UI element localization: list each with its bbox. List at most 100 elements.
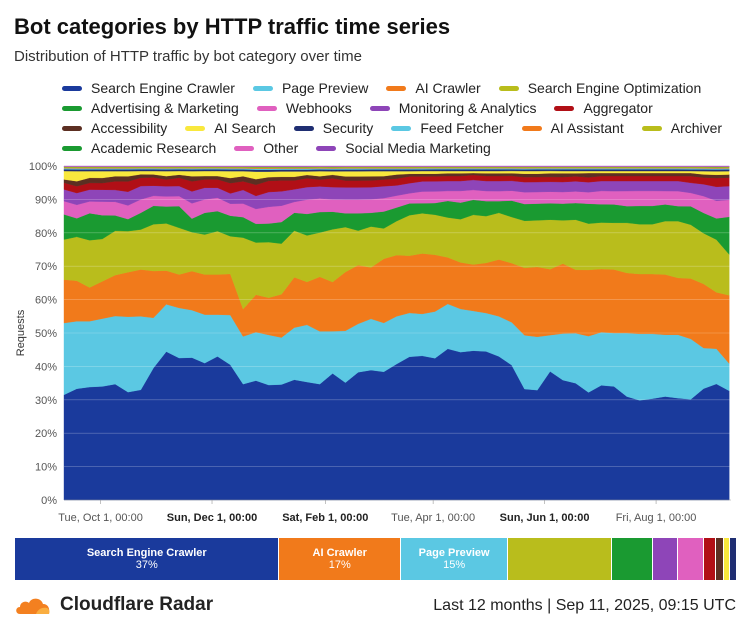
legend-label: Aggregator bbox=[583, 100, 653, 116]
share-segment[interactable] bbox=[652, 538, 679, 580]
y-tick-label: 90% bbox=[35, 194, 57, 206]
legend-swatch bbox=[62, 145, 82, 151]
share-segment-ai-crawler[interactable]: AI Crawler 17% bbox=[279, 538, 401, 580]
chart-subtitle: Distribution of HTTP traffic by bot cate… bbox=[14, 48, 362, 65]
legend-swatch bbox=[386, 85, 407, 91]
legend-item-aggregator[interactable]: Aggregator bbox=[554, 100, 653, 116]
legend-swatch bbox=[185, 125, 206, 131]
legend-item-social-media-marketing[interactable]: Social Media Marketing bbox=[316, 140, 491, 156]
x-tick-label: Tue, Oct 1, 00:00 bbox=[58, 512, 143, 524]
legend-label: Search Engine Crawler bbox=[91, 80, 235, 96]
legend-item-ai-search[interactable]: AI Search bbox=[185, 120, 276, 136]
share-segment-percent: 15% bbox=[443, 559, 466, 571]
legend-item-page-preview[interactable]: Page Preview bbox=[252, 80, 368, 96]
legend-label: Monitoring & Analytics bbox=[398, 100, 537, 116]
legend-swatch bbox=[498, 85, 519, 91]
legend-swatch bbox=[391, 125, 412, 131]
legend-item-archiver[interactable]: Archiver bbox=[641, 120, 723, 136]
y-tick-label: 80% bbox=[35, 228, 57, 240]
legend-label: AI Assistant bbox=[550, 120, 624, 136]
area-chart: 0% 10% 20% 30% 40% 50% 60% 70% 80% 90% 100% Request… bbox=[15, 161, 731, 524]
share-segment[interactable] bbox=[508, 538, 612, 580]
legend-label: Social Media Marketing bbox=[345, 140, 491, 156]
legend-swatch bbox=[62, 125, 82, 131]
y-tick-label: 30% bbox=[35, 395, 57, 407]
legend-label: Search Engine Optimization bbox=[527, 80, 702, 96]
share-segment-search-engine-crawler[interactable]: Search Engine Crawler 37% bbox=[15, 538, 280, 580]
legend-item-advertising-and-marketing[interactable]: Advertising & Marketing bbox=[62, 100, 239, 116]
divider: | bbox=[547, 597, 556, 614]
legend-row: Advertising & Marketing Webhooks Monitorin… bbox=[62, 98, 742, 118]
legend-label: Feed Fetcher bbox=[420, 120, 504, 136]
y-axis-label: Requests bbox=[15, 309, 27, 356]
legend-swatch bbox=[641, 125, 662, 131]
legend-swatch bbox=[252, 85, 273, 91]
legend-label: Security bbox=[322, 120, 374, 136]
cloudflare-radar-brand[interactable]: Cloudflare Radar bbox=[14, 594, 213, 616]
y-tick-label: 60% bbox=[35, 295, 57, 307]
legend-label: Archiver bbox=[670, 120, 723, 136]
legend-swatch bbox=[234, 145, 255, 151]
legend-swatch bbox=[293, 125, 314, 131]
x-tick-label: Fri, Aug 1, 00:00 bbox=[616, 512, 697, 524]
legend-item-monitoring-and-analytics[interactable]: Monitoring & Analytics bbox=[369, 100, 537, 116]
share-segment[interactable] bbox=[716, 538, 725, 580]
legend-swatch bbox=[316, 145, 337, 151]
gridlines bbox=[64, 165, 731, 501]
y-tick-label: 10% bbox=[35, 462, 57, 474]
category-share-bar: Search Engine Crawler 37% AI Crawler 17% Pag… bbox=[15, 538, 737, 580]
legend-item-search-engine-crawler[interactable]: Search Engine Crawler bbox=[62, 80, 235, 96]
legend-item-accessibility[interactable]: Accessibility bbox=[62, 120, 167, 136]
legend-item-other[interactable]: Other bbox=[234, 140, 298, 156]
x-tick-label: Sun, Jun 1, 00:00 bbox=[500, 512, 590, 524]
chart-legend: Search Engine Crawler Page Preview AI Craw… bbox=[62, 78, 742, 158]
legend-item-ai-assistant[interactable]: AI Assistant bbox=[521, 120, 624, 136]
legend-label: Webhooks bbox=[285, 100, 352, 116]
share-segment[interactable] bbox=[611, 538, 653, 580]
x-tick-label: Sun, Dec 1, 00:00 bbox=[167, 512, 258, 524]
y-tick-label: 40% bbox=[35, 361, 57, 373]
share-segment[interactable] bbox=[730, 538, 737, 580]
time-range-info: Last 12 months | Sep 11, 2025, 09:15 UTC bbox=[433, 597, 736, 615]
legend-swatch bbox=[521, 125, 542, 131]
legend-item-feed-fetcher[interactable]: Feed Fetcher bbox=[391, 120, 504, 136]
legend-label: AI Search bbox=[214, 120, 276, 136]
legend-item-webhooks[interactable]: Webhooks bbox=[256, 100, 352, 116]
share-segment-page-preview[interactable]: Page Preview 15% bbox=[401, 538, 509, 580]
share-segment[interactable] bbox=[704, 538, 717, 580]
legend-item-search-engine-optimization[interactable]: Search Engine Optimization bbox=[498, 80, 702, 96]
share-segment-name: Search Engine Crawler bbox=[86, 547, 207, 559]
legend-swatch bbox=[256, 105, 277, 111]
legend-row: Academic Research Other Social Media Marke… bbox=[62, 138, 742, 158]
legend-label: AI Crawler bbox=[415, 80, 481, 96]
y-tick-label: 50% bbox=[35, 328, 57, 340]
chart-title: Bot categories by HTTP traffic time seri… bbox=[14, 14, 451, 39]
cloudflare-logo-icon bbox=[16, 598, 50, 614]
legend-label: Other bbox=[263, 140, 299, 156]
legend-swatch bbox=[369, 105, 390, 111]
legend-item-academic-research[interactable]: Academic Research bbox=[62, 140, 216, 156]
timestamp-label: Sep 11, 2025, 09:15 UTC bbox=[555, 597, 736, 614]
share-segment[interactable] bbox=[678, 538, 705, 580]
legend-label: Advertising & Marketing bbox=[91, 100, 239, 116]
share-segment-name: Page Preview bbox=[418, 547, 490, 559]
legend-item-security[interactable]: Security bbox=[293, 120, 374, 136]
share-segment-percent: 37% bbox=[135, 559, 158, 571]
y-tick-label: 20% bbox=[35, 428, 57, 440]
share-segment-percent: 17% bbox=[328, 559, 351, 571]
legend-item-ai-crawler[interactable]: AI Crawler bbox=[386, 80, 481, 96]
legend-swatch bbox=[554, 105, 575, 111]
legend-swatch bbox=[62, 105, 82, 111]
y-tick-label: 70% bbox=[35, 261, 57, 273]
share-segment-name: AI Crawler bbox=[312, 547, 367, 559]
period-label: Last 12 months bbox=[433, 597, 543, 614]
legend-row: Accessibility AI Search Security Feed Fetch… bbox=[62, 118, 742, 138]
legend-label: Accessibility bbox=[91, 120, 168, 136]
y-tick-label: 100% bbox=[29, 161, 57, 173]
x-tick-label: Sat, Feb 1, 00:00 bbox=[282, 512, 368, 524]
legend-row: Search Engine Crawler Page Preview AI Craw… bbox=[62, 78, 742, 98]
y-tick-label: 0% bbox=[41, 495, 57, 507]
legend-swatch bbox=[62, 85, 82, 91]
brand-name: Cloudflare Radar bbox=[60, 594, 214, 615]
share-segment[interactable] bbox=[724, 538, 731, 580]
